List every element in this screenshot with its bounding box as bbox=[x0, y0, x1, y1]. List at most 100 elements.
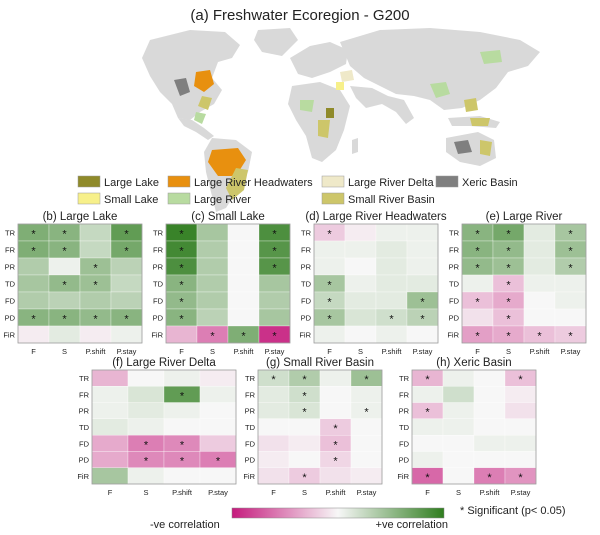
significance-marker: * bbox=[506, 263, 511, 275]
panel-title: (c) Small Lake bbox=[191, 211, 265, 223]
row-tick-label: TD bbox=[399, 423, 410, 432]
heatmap-cell bbox=[258, 308, 291, 327]
heatmap-cell bbox=[442, 434, 475, 452]
panel-title: (h) Xeric Basin bbox=[436, 357, 511, 369]
heatmap-cell bbox=[375, 274, 408, 293]
row-tick-label: FR bbox=[399, 390, 410, 399]
heatmap-cell bbox=[350, 386, 383, 403]
heatmap-cell bbox=[319, 402, 352, 420]
significance-marker: * bbox=[364, 407, 369, 419]
region-small-lake bbox=[336, 82, 344, 90]
significance-marker: * bbox=[364, 374, 369, 386]
region-xeric-basin bbox=[174, 78, 190, 96]
row-tick-label: FR bbox=[79, 390, 90, 399]
heatmap-cell bbox=[288, 451, 321, 468]
colorbar-gradient bbox=[231, 507, 445, 519]
region-large-river bbox=[430, 82, 450, 98]
heatmap-cell bbox=[504, 418, 537, 436]
heatmap-cell bbox=[257, 418, 290, 436]
heatmap-cell bbox=[442, 369, 475, 387]
row-tick-label: PR bbox=[449, 263, 460, 272]
legend-swatch bbox=[77, 192, 101, 205]
heatmap-cell bbox=[375, 325, 408, 344]
legend-label: Small Lake bbox=[104, 194, 158, 206]
row-tick-label: PD bbox=[245, 456, 256, 465]
land-asia bbox=[340, 28, 540, 110]
significance-marker: * bbox=[179, 314, 184, 326]
heatmap-cell bbox=[319, 369, 352, 387]
significance-note: * Significant (p< 0.05) bbox=[460, 505, 565, 517]
region-large-river bbox=[194, 112, 206, 124]
significance-marker: * bbox=[327, 280, 332, 292]
row-tick-label: FiR bbox=[397, 472, 409, 481]
significance-marker: * bbox=[333, 439, 338, 451]
significance-marker: * bbox=[31, 246, 36, 258]
row-tick-label: FR bbox=[5, 246, 16, 255]
significance-marker: * bbox=[506, 280, 511, 292]
heatmap-panel: (e) Large River * * * * * * * * * * * * * * * * * TR FR PR TD… bbox=[447, 211, 587, 356]
row-tick-label: FiR bbox=[151, 331, 163, 340]
significance-marker: * bbox=[31, 229, 36, 241]
heatmap-cell bbox=[199, 434, 237, 452]
col-tick-label: P.shift bbox=[530, 347, 551, 356]
row-tick-label: PD bbox=[153, 314, 164, 323]
panel-title: (e) Large River bbox=[486, 211, 563, 223]
significance-marker: * bbox=[271, 374, 276, 386]
significance-marker: * bbox=[333, 423, 338, 435]
map-title: (a) Freshwater Ecoregion - G200 bbox=[190, 7, 409, 24]
region-small-river-basin bbox=[198, 96, 212, 110]
row-tick-label: FD bbox=[245, 439, 256, 448]
heatmap-panel: (c) Small Lake * * * * * * * * * * * * TR FR PR TD FD PD Fi… bbox=[151, 211, 291, 356]
heatmap-cell bbox=[17, 257, 50, 276]
row-tick-label: TD bbox=[153, 280, 164, 289]
col-tick-label: F bbox=[475, 347, 480, 356]
significance-marker: * bbox=[272, 263, 277, 275]
significance-marker: * bbox=[144, 439, 149, 451]
heatmap-cell bbox=[163, 369, 201, 387]
significance-marker: * bbox=[124, 314, 129, 326]
heatmap-cell bbox=[442, 386, 475, 403]
heatmap-cell bbox=[257, 451, 290, 468]
significance-marker: * bbox=[216, 456, 221, 468]
col-tick-label: P.shift bbox=[234, 347, 255, 356]
heatmap-cell bbox=[504, 386, 537, 403]
heatmap-cell bbox=[199, 402, 237, 420]
col-tick-label: S bbox=[358, 347, 363, 356]
land-arabia-india bbox=[350, 86, 414, 124]
heatmap-cell bbox=[17, 291, 50, 310]
col-tick-label: P.shift bbox=[480, 488, 501, 497]
col-tick-label: P.stay bbox=[561, 347, 581, 356]
row-tick-label: PD bbox=[399, 456, 410, 465]
heatmap-cell bbox=[344, 257, 377, 276]
row-tick-label: PR bbox=[5, 263, 16, 272]
row-tick-label: FR bbox=[153, 246, 164, 255]
panel-title: (d) Large River Headwaters bbox=[305, 211, 447, 223]
heatmap-cell bbox=[91, 386, 129, 403]
significance-marker: * bbox=[425, 374, 430, 386]
col-tick-label: S bbox=[456, 488, 461, 497]
significance-marker: * bbox=[475, 331, 480, 343]
heatmap-cell bbox=[523, 240, 556, 259]
col-tick-label: F bbox=[108, 488, 113, 497]
col-tick-label: P.stay bbox=[357, 488, 377, 497]
heatmap-cell bbox=[110, 257, 143, 276]
heatmap-cell bbox=[91, 451, 129, 468]
heatmap-cell bbox=[375, 257, 408, 276]
heatmap-cell bbox=[196, 240, 229, 259]
colorbar-neg-label: -ve correlation bbox=[150, 519, 220, 531]
heatmap-cell bbox=[227, 308, 260, 327]
significance-marker: * bbox=[241, 331, 246, 343]
heatmap-cell bbox=[554, 308, 587, 327]
region-small-river-basin bbox=[318, 120, 330, 138]
legend: Large Lake Large River Headwaters Large Ri… bbox=[77, 175, 518, 206]
significance-marker: * bbox=[506, 297, 511, 309]
legend-label: Large River Headwaters bbox=[194, 177, 313, 189]
heatmap-cell bbox=[257, 434, 290, 452]
significance-marker: * bbox=[487, 472, 492, 484]
significance-marker: * bbox=[124, 246, 129, 258]
heatmap-cell bbox=[344, 291, 377, 310]
heatmap-cell bbox=[48, 291, 81, 310]
significance-marker: * bbox=[302, 472, 307, 484]
panel-title: (f) Large River Delta bbox=[112, 357, 216, 369]
row-tick-label: FD bbox=[301, 297, 312, 306]
